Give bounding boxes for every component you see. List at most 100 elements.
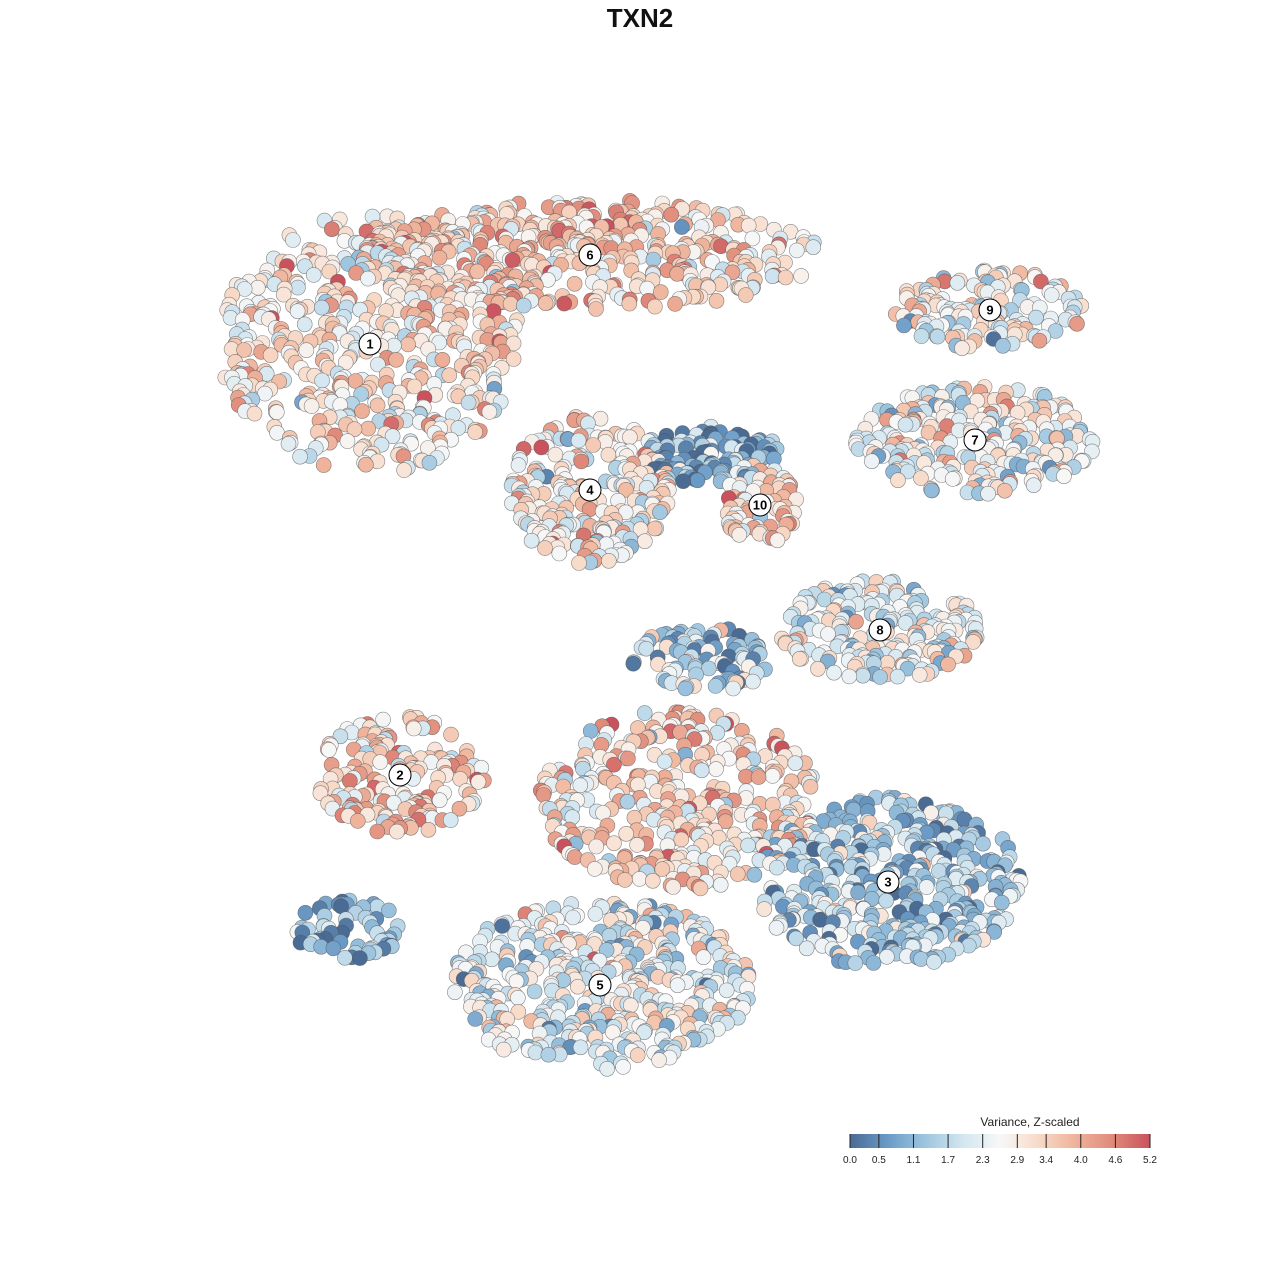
cell-point: [354, 403, 370, 419]
cell-point: [651, 1052, 667, 1068]
cell-point: [896, 317, 912, 334]
cell-point: [510, 457, 527, 473]
cell-point: [940, 656, 956, 673]
legend-tick-label: 4.0: [1074, 1155, 1088, 1166]
cell-point: [656, 753, 673, 770]
cell-point: [802, 778, 819, 795]
cell-point: [740, 837, 756, 854]
cell-point: [636, 705, 653, 721]
cell-point: [280, 435, 297, 452]
cell-point: [692, 880, 709, 897]
color-legend: Variance, Z-scaled 0.0 0.5 1.1 1.7 2.3 2.9 3.4…: [843, 1115, 1157, 1166]
cell-point: [504, 252, 521, 268]
legend-tick-label: 0.5: [872, 1155, 886, 1166]
cell-point: [360, 420, 377, 437]
cell-point: [929, 328, 946, 345]
cell-point: [572, 1039, 589, 1056]
cell-point: [483, 951, 500, 968]
cell-point: [737, 287, 754, 303]
cell-point: [756, 901, 773, 917]
cell-point: [622, 997, 639, 1014]
chart-title: TXN2: [607, 3, 673, 33]
cell-point: [586, 861, 603, 877]
cell-point: [467, 424, 484, 440]
cell-point: [349, 813, 366, 829]
legend-tick-label: 3.4: [1039, 1155, 1053, 1166]
cell-point: [618, 825, 635, 842]
cell-point: [622, 429, 638, 446]
cell-point: [588, 838, 605, 855]
cell-point: [447, 984, 463, 1001]
cell-point: [769, 859, 785, 876]
cell-point: [993, 894, 1010, 911]
cell-point: [629, 1047, 646, 1063]
cell-point: [725, 680, 742, 697]
cell-point: [669, 265, 686, 282]
cell-point: [865, 955, 882, 971]
cell-point: [750, 769, 767, 785]
cell-point: [636, 533, 653, 550]
cluster-label-text: 7: [971, 433, 978, 448]
cell-point: [588, 301, 604, 317]
cluster-label-1: 1: [358, 332, 382, 356]
cell-point: [460, 394, 477, 411]
cell-point: [431, 249, 448, 266]
cluster-label-text: 6: [586, 248, 593, 263]
cell-point: [619, 793, 636, 810]
cell-point: [236, 281, 253, 297]
legend-tick-label: 1.7: [941, 1155, 955, 1166]
cell-point: [673, 219, 690, 235]
cell-point: [358, 456, 374, 473]
cell-point: [527, 1044, 544, 1061]
cell-point: [481, 404, 498, 420]
cluster-label-text: 3: [884, 875, 891, 890]
cell-point: [644, 872, 661, 889]
cluster-label-6: 6: [578, 243, 602, 267]
cluster-label-7: 7: [963, 428, 987, 452]
cell-point: [889, 668, 906, 685]
cell-point: [646, 520, 663, 537]
cell-point: [764, 768, 781, 784]
cell-point: [369, 823, 386, 840]
cell-point: [798, 940, 815, 957]
cell-point: [495, 1041, 512, 1058]
cluster-label-5: 5: [588, 973, 612, 997]
cell-point: [352, 950, 368, 966]
cell-point: [878, 892, 895, 909]
cell-point: [855, 667, 871, 684]
cell-point: [400, 336, 416, 353]
cell-point: [443, 726, 459, 743]
cell-point: [1069, 315, 1085, 332]
cell-point: [298, 342, 315, 359]
cell-point: [777, 269, 794, 286]
cell-point: [515, 297, 532, 314]
cell-point: [847, 955, 864, 971]
cell-point: [707, 678, 724, 694]
cell-point: [729, 866, 746, 882]
cell-point: [923, 482, 940, 499]
cell-point: [421, 454, 438, 471]
cell-point: [565, 909, 581, 926]
cell-point: [647, 298, 663, 315]
cell-point: [863, 453, 880, 470]
legend-tick-label: 0.0: [843, 1155, 857, 1166]
cell-point: [375, 711, 391, 728]
cell-point: [631, 871, 648, 887]
cell-point: [606, 835, 622, 852]
cell-point: [556, 295, 573, 312]
cell-point: [303, 398, 320, 414]
cell-point: [630, 776, 646, 793]
cell-point: [502, 295, 519, 312]
cell-point: [339, 433, 356, 449]
cell-point: [1025, 477, 1042, 494]
cluster-label-text: 2: [396, 768, 403, 783]
cell-point: [663, 206, 680, 223]
cell-point: [573, 453, 590, 470]
cell-point: [926, 954, 942, 970]
scatter-points: [217, 193, 1101, 1077]
cluster-label-3: 3: [876, 870, 900, 894]
cell-point: [918, 879, 935, 895]
cell-point: [677, 680, 694, 697]
cell-point: [353, 386, 369, 402]
cell-point: [571, 555, 587, 571]
